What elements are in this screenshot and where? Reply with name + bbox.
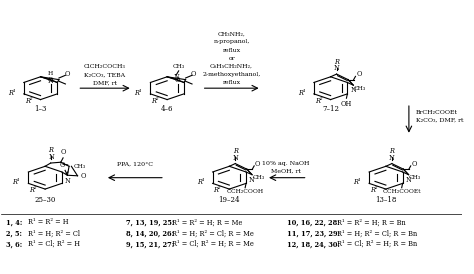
- Text: 4–6: 4–6: [161, 105, 173, 113]
- Text: PPA, 120°C: PPA, 120°C: [117, 161, 153, 167]
- Text: reflux: reflux: [223, 80, 241, 85]
- Text: 2-methoxyethanol,: 2-methoxyethanol,: [202, 72, 261, 77]
- Text: OCH₂COOEt: OCH₂COOEt: [383, 189, 421, 194]
- Text: 1, 4:: 1, 4:: [6, 218, 22, 226]
- Text: 10% aq. NaOH: 10% aq. NaOH: [262, 161, 310, 167]
- Text: DMF, rt: DMF, rt: [93, 81, 117, 86]
- Text: R²: R²: [213, 186, 221, 195]
- Text: O: O: [61, 148, 66, 156]
- Text: N: N: [334, 64, 339, 72]
- Text: CH₃: CH₃: [409, 175, 421, 180]
- Text: N: N: [350, 86, 356, 94]
- Text: N: N: [249, 176, 255, 184]
- Text: N: N: [389, 154, 395, 162]
- Text: N: N: [232, 154, 238, 162]
- Text: O: O: [255, 160, 261, 168]
- Text: R¹ = Cl; R² = H; R = Me: R¹ = Cl; R² = H; R = Me: [172, 240, 254, 248]
- Text: N: N: [406, 176, 411, 184]
- Text: R¹: R¹: [197, 178, 204, 186]
- Text: R¹ = Cl; R² = H; R = Bn: R¹ = Cl; R² = H; R = Bn: [337, 240, 417, 248]
- Text: R¹ = H; R² = Cl; R = Me: R¹ = H; R² = Cl; R = Me: [172, 229, 254, 237]
- Text: 1–3: 1–3: [34, 105, 47, 113]
- Text: CH₃: CH₃: [252, 175, 264, 180]
- Text: O: O: [48, 76, 54, 84]
- Text: R: R: [48, 146, 53, 154]
- Text: H: H: [48, 70, 53, 76]
- Text: O: O: [80, 172, 86, 180]
- Text: R²: R²: [29, 186, 37, 195]
- Text: 9, 15, 21, 27:: 9, 15, 21, 27:: [126, 240, 174, 248]
- Text: n-propanol,: n-propanol,: [213, 39, 250, 44]
- Text: R: R: [389, 147, 394, 155]
- Text: 25–30: 25–30: [35, 196, 56, 204]
- Text: R¹ = H; R² = Cl: R¹ = H; R² = Cl: [28, 229, 80, 237]
- Text: R¹: R¹: [298, 89, 306, 96]
- Text: R¹: R¹: [12, 178, 20, 186]
- Text: reflux: reflux: [223, 48, 241, 53]
- Text: R¹ = R² = H; R = Bn: R¹ = R² = H; R = Bn: [337, 218, 405, 226]
- Text: 7–12: 7–12: [322, 105, 339, 113]
- Text: 12, 18, 24, 30:: 12, 18, 24, 30:: [287, 240, 340, 248]
- Text: O: O: [60, 161, 65, 169]
- Text: 19–24: 19–24: [219, 196, 240, 204]
- Text: N: N: [65, 177, 71, 185]
- Text: R²: R²: [315, 97, 322, 105]
- Text: O: O: [411, 160, 417, 168]
- Text: 13–18: 13–18: [375, 196, 397, 204]
- Text: or: or: [228, 56, 235, 61]
- Text: R¹: R¹: [353, 178, 361, 186]
- Text: 2, 5:: 2, 5:: [6, 229, 22, 237]
- Text: R: R: [334, 58, 339, 66]
- Text: OH: OH: [341, 100, 352, 108]
- Text: R¹: R¹: [135, 89, 142, 96]
- Text: OCH₂COOH: OCH₂COOH: [227, 189, 264, 194]
- Text: K₂CO₃, DMF, rt: K₂CO₃, DMF, rt: [416, 117, 463, 122]
- Text: CH₃: CH₃: [73, 164, 86, 169]
- Text: R: R: [233, 147, 238, 155]
- Text: 10, 16, 22, 28:: 10, 16, 22, 28:: [287, 218, 340, 226]
- Text: R¹ = R² = H: R¹ = R² = H: [28, 218, 69, 226]
- Text: R¹: R¹: [8, 89, 16, 96]
- Text: R²: R²: [25, 97, 32, 105]
- Text: R²: R²: [151, 97, 159, 105]
- Text: R¹ = H; R² = Cl; R = Bn: R¹ = H; R² = Cl; R = Bn: [337, 229, 417, 237]
- Text: 11, 17, 23, 29:: 11, 17, 23, 29:: [287, 229, 340, 237]
- Text: R¹ = Cl; R² = H: R¹ = Cl; R² = H: [28, 240, 80, 248]
- Text: N: N: [48, 153, 54, 161]
- Text: C₆H₅CH₂NH₂,: C₆H₅CH₂NH₂,: [210, 64, 253, 69]
- Text: 8, 14, 20, 26:: 8, 14, 20, 26:: [126, 229, 174, 237]
- Text: MeOH, rt: MeOH, rt: [271, 169, 301, 174]
- Text: O: O: [64, 70, 70, 78]
- Text: CH₃NH₂,: CH₃NH₂,: [218, 31, 246, 36]
- Text: O: O: [191, 70, 197, 78]
- Text: 3, 6:: 3, 6:: [6, 240, 22, 248]
- Text: BrCH₂COOEt: BrCH₂COOEt: [416, 110, 458, 115]
- Text: R²: R²: [370, 186, 378, 195]
- Text: K₂CO₃, TEBA: K₂CO₃, TEBA: [84, 73, 126, 78]
- Text: N: N: [173, 73, 179, 81]
- Text: O: O: [356, 70, 362, 78]
- Text: R¹ = R² = H; R = Me: R¹ = R² = H; R = Me: [172, 218, 242, 226]
- Text: O: O: [174, 76, 180, 84]
- Text: CH₃: CH₃: [173, 64, 185, 69]
- Text: N: N: [48, 77, 54, 85]
- Text: CH₃: CH₃: [354, 85, 366, 91]
- Text: ClCH₂COCH₃: ClCH₂COCH₃: [84, 64, 126, 69]
- Text: 7, 13, 19, 25:: 7, 13, 19, 25:: [126, 218, 174, 226]
